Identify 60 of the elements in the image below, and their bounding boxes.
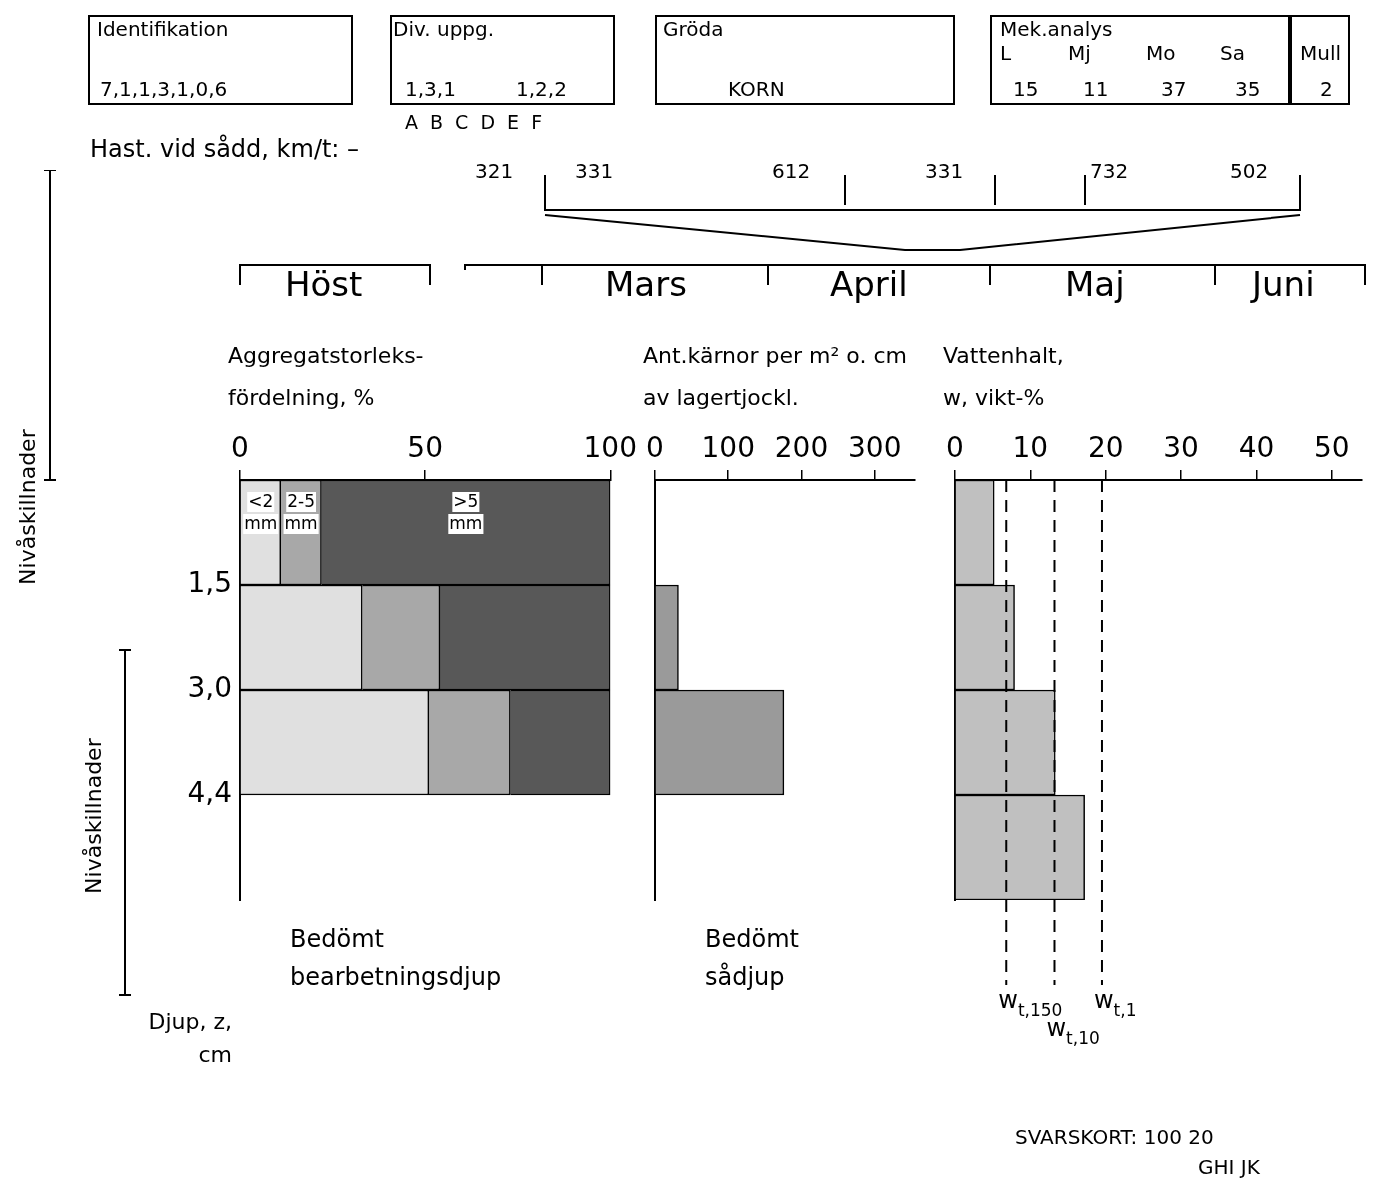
text: 331 — [575, 159, 614, 183]
text: 2 — [1320, 77, 1333, 101]
x-tick-label: 0 — [646, 431, 664, 465]
x-tick-label: 0 — [946, 431, 964, 465]
text: 15 — [1013, 77, 1039, 101]
text: 612 — [772, 159, 811, 183]
y-tick-label: 3,0 — [187, 671, 232, 705]
text: A B C D E F — [405, 111, 543, 133]
x-tick-label: 50 — [1314, 431, 1350, 465]
y-tick-label: 4,4 — [187, 776, 232, 810]
x-tick-label: 30 — [1163, 431, 1199, 465]
text: Identifikation — [97, 17, 229, 41]
x-tick-label: 200 — [774, 431, 829, 465]
text: 1,3,1 — [405, 77, 456, 101]
text: Maj — [1065, 264, 1125, 304]
x-tick-label: 20 — [1087, 431, 1124, 465]
text: Sa — [1220, 41, 1245, 65]
x-tick-label: 50 — [407, 431, 443, 465]
text: Juni — [1252, 264, 1315, 304]
text: 37 — [1161, 77, 1187, 101]
series-label: <2 mm — [244, 490, 278, 533]
text: Mars — [605, 264, 687, 304]
x-tick-label: 0 — [231, 431, 249, 465]
text: Bedömt sådjup — [705, 924, 800, 994]
text: L — [1000, 41, 1012, 65]
x-axis-title: Aggregatstorleks-fördelning, % — [228, 342, 425, 412]
text: Nivåskillnader — [80, 738, 106, 894]
text: Div. uppg. — [393, 17, 495, 41]
text: Höst — [285, 264, 363, 304]
text: 11 — [1083, 77, 1109, 101]
text: Nivåskillnader — [14, 429, 40, 585]
x-tick-label: 300 — [847, 431, 902, 465]
x-axis-title: Vattenhalt, w, vikt-% — [943, 342, 1065, 412]
series-label: >5 mm — [449, 490, 483, 533]
y-tick-label: 1,5 — [187, 566, 232, 600]
text: 732 — [1090, 159, 1129, 183]
x-tick-label: 100 — [701, 431, 755, 465]
text: GHI JK — [1198, 1155, 1260, 1179]
y-axis-title: Djup, z, cm — [147, 1008, 232, 1069]
text: 1,2,2 — [516, 77, 567, 101]
text: SVARSKORT: 100 20 — [1015, 1125, 1214, 1149]
text: 331 — [925, 159, 964, 183]
text: Bedömt bearbetningsdjup — [290, 924, 503, 994]
text: Gröda — [663, 17, 724, 41]
x-tick-label: 40 — [1238, 431, 1275, 465]
text: 321 — [475, 159, 514, 183]
text: Mek.analys — [1000, 17, 1113, 41]
text: KORN — [728, 77, 785, 101]
x-tick-label: 10 — [1012, 431, 1049, 465]
text: 7,1,1,3,1,0,6 — [100, 77, 228, 101]
text: Mull — [1300, 41, 1342, 65]
text: Hast. vid sådd, km/t: – — [90, 135, 360, 163]
text: Mj — [1068, 41, 1091, 65]
series-label: 2-5 mm — [284, 490, 318, 533]
text: April — [830, 264, 908, 304]
text: Mo — [1146, 41, 1176, 65]
x-axis-title: Ant.kärnor per m² o. cm av lagertjockl. — [643, 342, 908, 412]
text: 35 — [1235, 77, 1261, 101]
x-tick-label: 100 — [583, 431, 637, 465]
text: 502 — [1230, 159, 1269, 183]
